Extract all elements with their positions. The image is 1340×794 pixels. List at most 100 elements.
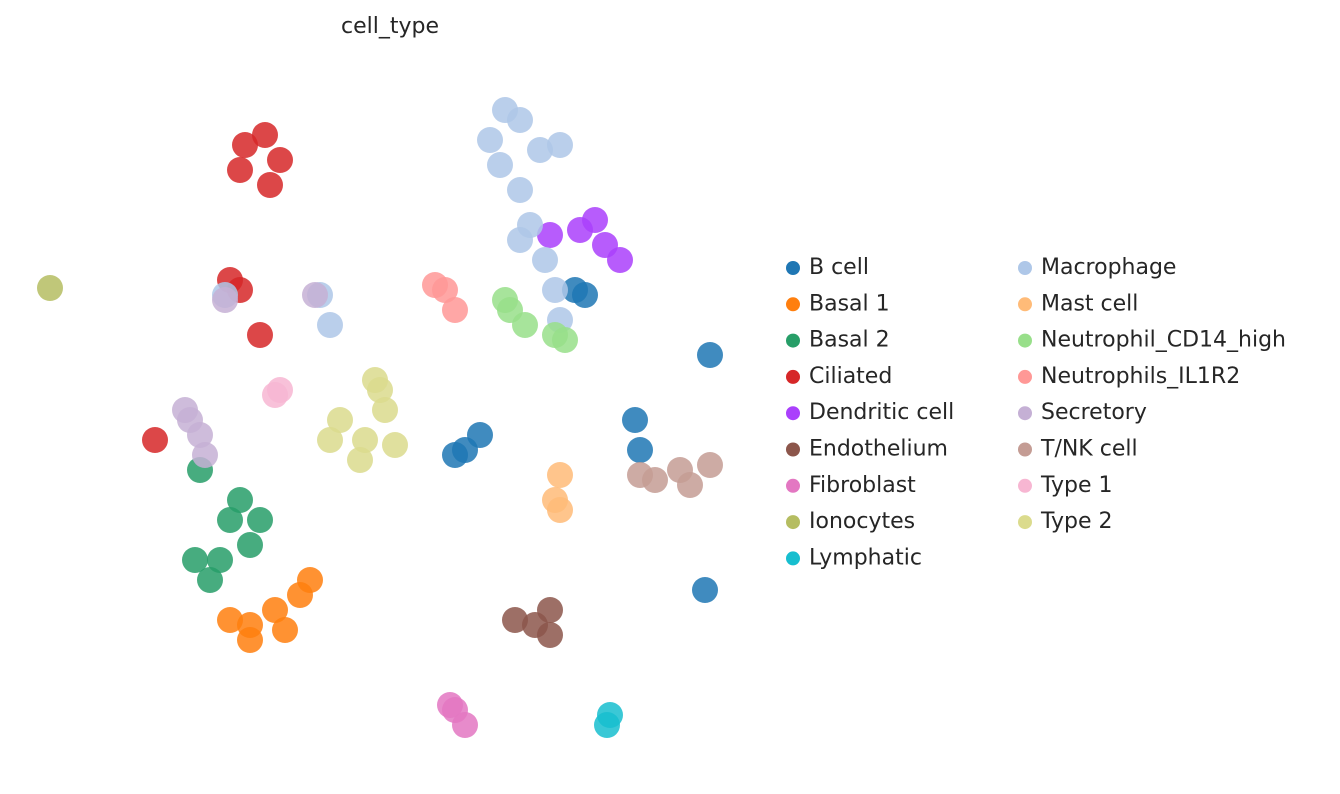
legend-label: Neutrophil_CD14_high xyxy=(1041,328,1286,353)
legend-marker xyxy=(786,261,800,275)
cell-cluster xyxy=(262,597,288,623)
cell-cluster xyxy=(627,462,653,488)
legend-label: Dendritic cell xyxy=(809,400,954,425)
cell-cluster xyxy=(692,577,718,603)
cell-cluster xyxy=(362,367,388,393)
cell-cluster xyxy=(207,547,233,573)
cell-cluster xyxy=(37,275,63,301)
cell-cluster xyxy=(302,282,328,308)
cell-cluster xyxy=(492,97,518,123)
legend-label: Basal 2 xyxy=(809,328,890,353)
cell-cluster xyxy=(467,422,493,448)
cell-cluster xyxy=(442,442,468,468)
cell-cluster xyxy=(382,432,408,458)
points xyxy=(37,97,723,738)
legend-marker xyxy=(786,551,800,566)
legend-marker xyxy=(1018,369,1032,384)
cell-cluster xyxy=(547,462,573,488)
cell-cluster xyxy=(567,217,593,243)
legend-marker xyxy=(1018,406,1032,421)
cell-cluster xyxy=(697,452,723,478)
cell-cluster xyxy=(247,322,273,348)
legend-marker xyxy=(786,333,800,348)
cell-cluster xyxy=(492,287,518,313)
cell-cluster xyxy=(527,137,553,163)
legend-label: Neutrophils_IL1R2 xyxy=(1041,364,1240,389)
cell-cluster xyxy=(237,627,263,653)
cell-cluster xyxy=(372,397,398,423)
cell-cluster xyxy=(542,277,568,303)
cell-cluster xyxy=(347,447,373,473)
cell-cluster xyxy=(257,172,283,198)
cell-cluster xyxy=(237,532,263,558)
cell-cluster xyxy=(442,297,468,323)
legend-marker xyxy=(786,369,800,384)
legend-label: Basal 1 xyxy=(809,291,890,316)
cell-cluster xyxy=(537,622,563,648)
cell-cluster xyxy=(607,247,633,273)
cell-cluster xyxy=(317,427,343,453)
cell-cluster xyxy=(697,342,723,368)
cell-cluster xyxy=(507,227,533,253)
cell-cluster xyxy=(317,312,343,338)
cell-cluster xyxy=(327,407,353,433)
cell-cluster xyxy=(182,547,208,573)
legend-label: Ionocytes xyxy=(809,509,915,534)
legend-marker xyxy=(786,478,800,493)
legend-label: Ciliated xyxy=(809,364,892,389)
cell-cluster xyxy=(594,712,620,738)
cell-cluster xyxy=(622,407,648,433)
cell-cluster xyxy=(352,427,378,453)
cell-cluster xyxy=(537,597,563,623)
cell-cluster xyxy=(547,132,573,158)
cell-cluster xyxy=(537,222,563,248)
cell-cluster xyxy=(217,607,243,633)
legend-label: B cell xyxy=(809,255,869,280)
cell-cluster xyxy=(272,617,298,643)
cell-cluster xyxy=(252,122,278,148)
legend-label: Mast cell xyxy=(1041,291,1138,316)
legend-label: Lymphatic xyxy=(809,545,922,570)
cell-cluster xyxy=(422,272,448,298)
legend-marker xyxy=(1018,478,1032,493)
cell-cluster xyxy=(267,147,293,173)
cell-cluster xyxy=(262,382,288,408)
legend-label: Macrophage xyxy=(1041,255,1176,280)
cell-cluster xyxy=(297,567,323,593)
cell-cluster xyxy=(212,287,238,313)
legend-marker xyxy=(786,442,800,457)
cell-cluster xyxy=(512,312,538,338)
cell-cluster xyxy=(227,487,253,513)
legend-label: Type 1 xyxy=(1040,473,1113,498)
chart-title: cell_type xyxy=(341,14,439,39)
cell-cluster xyxy=(677,472,703,498)
legend-marker xyxy=(1018,333,1032,348)
legend-label: T/NK cell xyxy=(1040,437,1138,462)
cell-cluster xyxy=(452,712,478,738)
legend-label: Type 2 xyxy=(1040,509,1113,534)
cell-cluster xyxy=(562,277,588,303)
cell-cluster xyxy=(227,157,253,183)
cell-cluster xyxy=(507,177,533,203)
cell-cluster xyxy=(187,422,213,448)
cell-cluster xyxy=(487,152,513,178)
cell-cluster xyxy=(627,437,653,463)
legend-label: Endothelium xyxy=(809,437,948,462)
cell-cluster xyxy=(552,327,578,353)
legend-marker xyxy=(1018,297,1032,312)
cell-cluster xyxy=(232,132,258,158)
cell-cluster xyxy=(142,427,168,453)
cell-cluster xyxy=(547,497,573,523)
legend-marker xyxy=(1018,442,1032,457)
cell-cluster xyxy=(247,507,273,533)
legend-marker xyxy=(1018,515,1032,530)
legend-marker xyxy=(786,406,800,421)
cell-cluster xyxy=(172,397,198,423)
cell-cluster xyxy=(217,507,243,533)
cell-cluster xyxy=(502,607,528,633)
cell-cluster xyxy=(532,247,558,273)
cell-cluster xyxy=(437,692,463,718)
legend-label: Fibroblast xyxy=(809,473,916,498)
legend: B cell Basal 1 Basal 2 Ciliated Dendritic ce… xyxy=(786,255,1286,570)
